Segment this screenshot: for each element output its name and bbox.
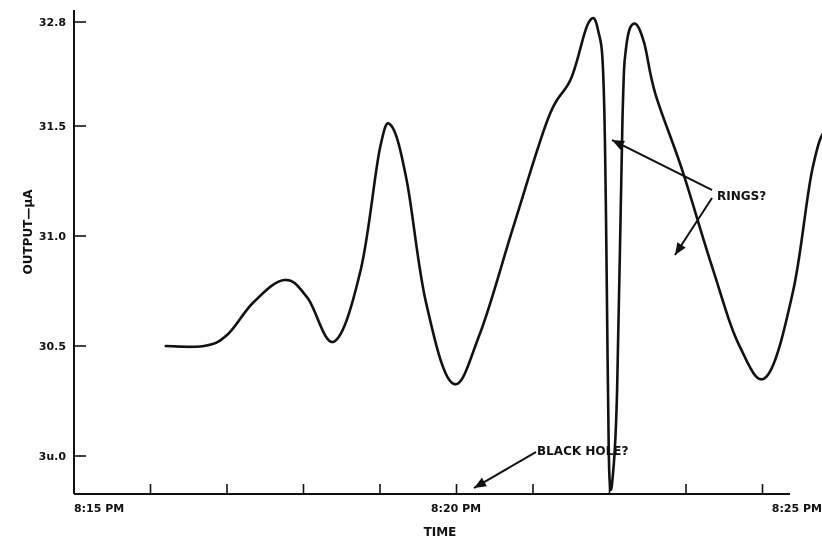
- y-tick-label: 3u.0: [39, 450, 67, 463]
- series-line: [164, 16, 822, 492]
- x-tick-label: 8:25 PM: [772, 502, 822, 515]
- axes: [73, 10, 790, 495]
- y-axis-title: OUTPUT—µA: [21, 189, 35, 275]
- x-axis-title: TIME: [424, 525, 457, 539]
- y-tick-label: 30.5: [39, 340, 66, 353]
- arrow-rings-peak-1-head: [612, 140, 625, 150]
- y-tick-label: 31.5: [39, 120, 66, 133]
- y-tick-label: 32.8: [39, 16, 66, 29]
- tick-labels: 8:15 PM 8:20 PM 8:25 PM 32.8 31.5 31.0 30.5 3u.…: [39, 16, 822, 515]
- arrow-rings-peak-2-head: [675, 242, 686, 255]
- arrow-black-hole-head: [474, 477, 487, 488]
- x-tick-label: 8:20 PM: [431, 502, 481, 515]
- annotation-black-hole: BLACK HOLE?: [537, 444, 628, 458]
- annotation-rings: RINGS?: [717, 189, 766, 203]
- x-tick-label: 8:15 PM: [74, 502, 124, 515]
- annotation-arrows: [473, 139, 713, 489]
- arrow-rings-peak-1: [611, 139, 713, 191]
- y-tick-label: 31.0: [39, 230, 66, 243]
- ticks: [73, 21, 764, 494]
